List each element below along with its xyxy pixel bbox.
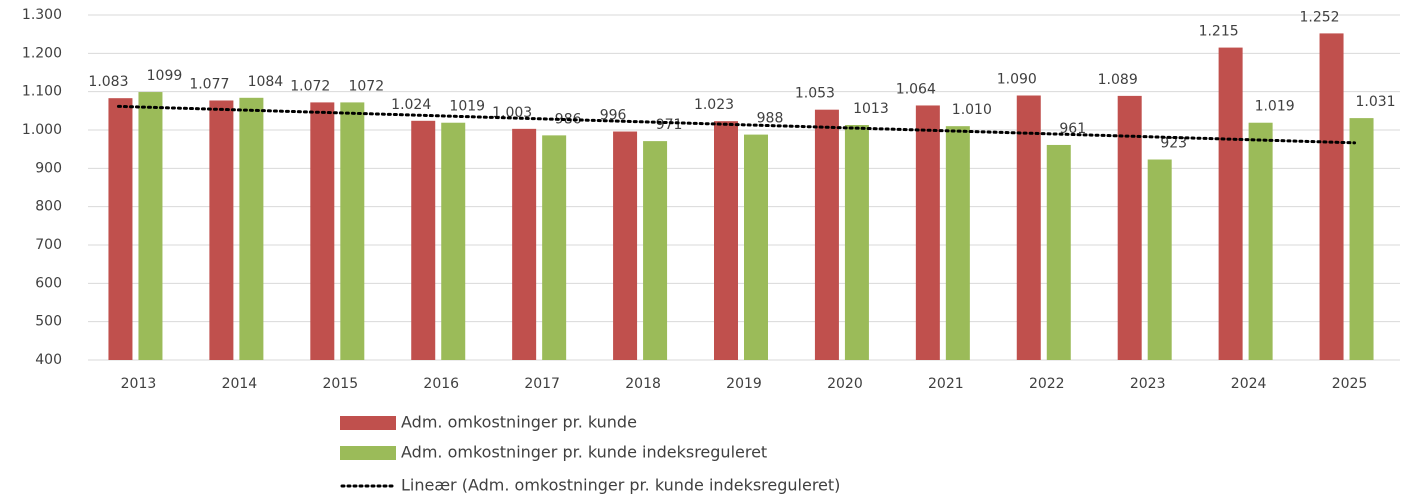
legend-label: Adm. omkostninger pr. kunde [401, 413, 637, 432]
data-label: 1.083 [88, 74, 128, 90]
x-tick-label: 2023 [1130, 376, 1166, 392]
x-tick-label: 2022 [1029, 376, 1065, 392]
data-label: 971 [656, 117, 683, 133]
data-label: 1.215 [1199, 24, 1239, 40]
x-tick-label: 2020 [827, 376, 863, 392]
x-tick-label: 2019 [726, 376, 762, 392]
bar [209, 100, 234, 360]
x-tick-label: 2013 [121, 376, 157, 392]
x-tick-label: 2021 [928, 376, 964, 392]
data-label: 1099 [147, 68, 183, 84]
data-label: 1072 [348, 78, 384, 94]
bar [239, 97, 264, 361]
bar [643, 141, 668, 360]
data-label: 1.077 [189, 76, 229, 92]
bar [512, 128, 537, 360]
bar [844, 125, 869, 361]
bar [1117, 95, 1142, 360]
data-label: 1.064 [896, 81, 936, 97]
x-tick-label: 2016 [423, 376, 459, 392]
y-tick-label: 600 [35, 275, 62, 291]
bar [1046, 144, 1071, 360]
legend-label: Lineær (Adm. omkostninger pr. kunde inde… [401, 476, 840, 495]
data-label: 1.010 [952, 102, 992, 118]
bar [1016, 95, 1041, 360]
data-label: 1019 [449, 99, 485, 115]
data-label: 923 [1160, 136, 1187, 152]
bar [1147, 159, 1172, 360]
data-label: 1.089 [1098, 72, 1138, 88]
data-label: 1.252 [1299, 9, 1339, 25]
bar [945, 126, 970, 361]
data-label: 1.072 [290, 78, 330, 94]
x-tick-label: 2025 [1332, 376, 1368, 392]
x-tick-label: 2014 [222, 376, 258, 392]
y-tick-label: 900 [35, 160, 62, 176]
x-tick-label: 2015 [322, 376, 358, 392]
bar [1319, 33, 1344, 361]
y-tick-label: 1.000 [22, 122, 62, 138]
y-tick-label: 700 [35, 237, 62, 253]
y-tick-label: 500 [35, 314, 62, 330]
data-label: 1013 [853, 101, 889, 117]
x-tick-label: 2024 [1231, 376, 1267, 392]
bar [814, 109, 839, 360]
legend-swatch [340, 446, 396, 460]
data-label: 1.053 [795, 86, 835, 102]
data-label: 988 [757, 111, 784, 127]
bar [1349, 118, 1374, 360]
bar [108, 98, 133, 360]
y-tick-label: 800 [35, 199, 62, 215]
data-label: 1.019 [1255, 99, 1295, 115]
trendline [116, 104, 1357, 145]
data-label: 1.090 [997, 72, 1037, 88]
data-label: 1.024 [391, 97, 431, 113]
data-label: 1084 [248, 74, 284, 90]
bar [138, 92, 163, 361]
bar [1248, 122, 1273, 360]
bar [441, 122, 466, 360]
data-label: 1.031 [1355, 94, 1395, 110]
bar [744, 134, 768, 360]
bar [915, 105, 940, 360]
y-tick-label: 400 [35, 352, 62, 368]
x-tick-label: 2018 [625, 376, 661, 392]
data-label: 1.023 [694, 97, 734, 113]
y-tick-label: 1.200 [22, 45, 62, 61]
bar [542, 135, 567, 360]
bar [340, 102, 365, 361]
x-tick-label: 2017 [524, 376, 560, 392]
bar [411, 120, 436, 360]
legend-swatch [340, 416, 396, 430]
legend-label: Adm. omkostninger pr. kunde indeksregule… [401, 443, 767, 462]
bar [1218, 47, 1243, 360]
y-tick-label: 1.300 [22, 7, 62, 23]
bar [613, 131, 638, 360]
bar [310, 102, 335, 361]
bar [714, 121, 738, 360]
y-tick-label: 1.100 [22, 84, 62, 100]
